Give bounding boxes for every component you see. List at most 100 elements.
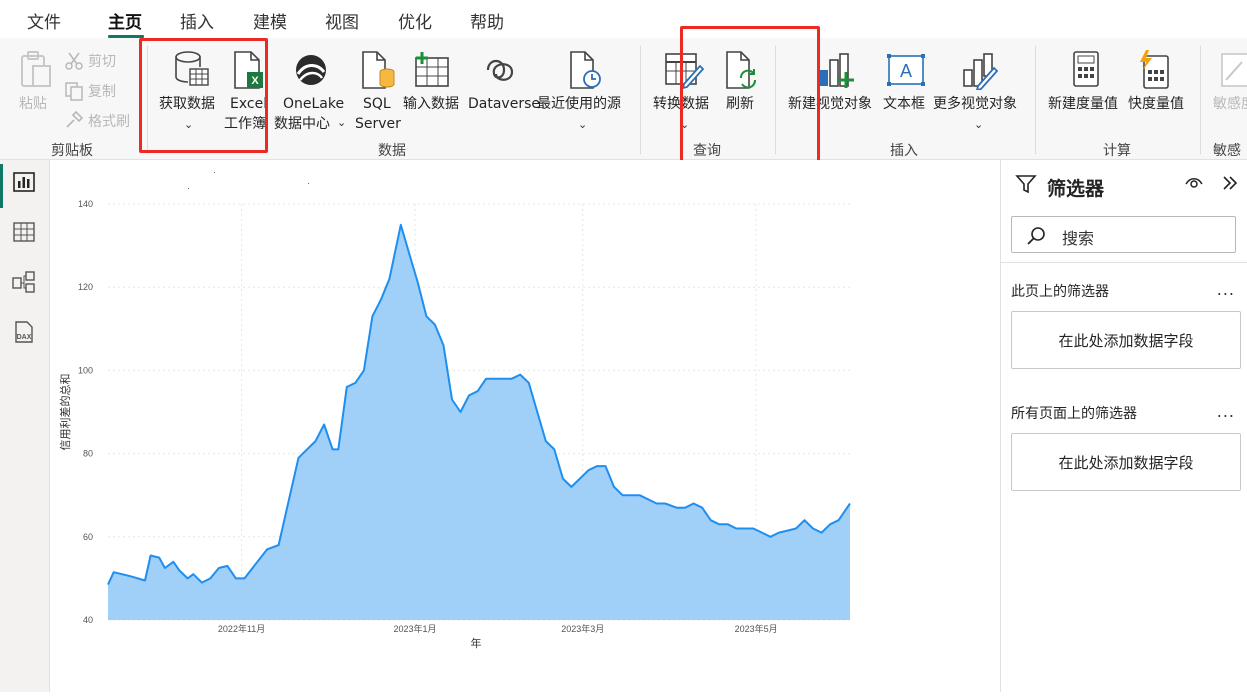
- ribbon: 粘贴 剪切 复制 格式刷 剪贴板 获取数据 ⌄: [0, 26, 1247, 179]
- more-visuals-label: 更多视觉对象: [933, 96, 1017, 112]
- view-switcher-rail: DAX: [0, 160, 50, 692]
- ribbon-separator: [775, 46, 776, 154]
- onelake-icon: [296, 55, 326, 85]
- menu-optimize[interactable]: 优化: [398, 13, 432, 33]
- transform-data-icon: [665, 53, 704, 90]
- search-placeholder: 搜索: [1062, 229, 1095, 248]
- new-visual-label: 新建视觉对象: [788, 96, 872, 112]
- text-box-label: 文本框: [883, 96, 925, 112]
- report-view-icon[interactable]: [12, 170, 36, 194]
- y-tick-label: 60: [83, 532, 93, 542]
- y-tick-label: 80: [83, 449, 93, 459]
- refresh-label: 刷新: [726, 96, 754, 112]
- format-painter-icon: [66, 110, 84, 128]
- this-page-more-options[interactable]: ...: [1216, 280, 1235, 299]
- sql-server-icon: [362, 51, 395, 89]
- chevron-down-icon: ⌄: [680, 118, 690, 131]
- y-tick-label: 40: [83, 615, 93, 625]
- filter-icon: [1015, 175, 1037, 194]
- model-view-icon[interactable]: [12, 270, 36, 294]
- ribbon-separator: [147, 46, 148, 154]
- excel-label-2: 工作簿: [224, 116, 266, 132]
- enter-data-label: 输入数据: [403, 96, 459, 112]
- chevron-down-icon: ⌄: [337, 116, 347, 129]
- area-line: [107, 223, 851, 586]
- dataverse-icon: [486, 59, 514, 81]
- text-box-icon: A: [887, 54, 925, 86]
- copy-label: 复制: [88, 84, 116, 100]
- database-table-icon: [175, 51, 209, 86]
- onelake-label-1: OneLake: [283, 96, 345, 112]
- chevron-down-icon: ⌄: [184, 118, 194, 131]
- sql-label-2: Server: [355, 116, 401, 132]
- area-fill: [108, 224, 850, 621]
- excel-label-1: Excel: [230, 96, 268, 112]
- transform-data-label: 转换数据: [653, 96, 709, 112]
- quick-measure-label: 快度量值: [1128, 96, 1184, 112]
- scissors-icon: [65, 52, 83, 70]
- active-view-indicator: [0, 164, 3, 208]
- collapse-pane-icon[interactable]: [1221, 174, 1239, 192]
- table-plus-icon: [415, 52, 449, 87]
- ribbon-separator: [1200, 46, 1201, 154]
- table-view-icon[interactable]: [12, 220, 36, 244]
- refresh-icon: [726, 51, 756, 89]
- new-visual-icon: [820, 53, 854, 88]
- drop-zone-label: 在此处添加数据字段: [1058, 331, 1194, 350]
- chart-title-fragments: [188, 172, 309, 189]
- drop-zone-label: 在此处添加数据字段: [1058, 453, 1194, 472]
- eye-icon[interactable]: [1184, 175, 1204, 191]
- x-tick-label: 2023年3月: [561, 623, 604, 634]
- clipboard-group-label: 剪贴板: [51, 143, 93, 159]
- get-data-label: 获取数据: [159, 96, 215, 112]
- svg-text:DAX: DAX: [17, 334, 32, 341]
- x-tick-label: 2023年5月: [735, 623, 778, 634]
- this-page-drop-zone[interactable]: 在此处添加数据字段: [1011, 311, 1241, 369]
- paste-label: 粘贴: [19, 96, 47, 112]
- svg-text:X: X: [251, 75, 259, 87]
- area-chart[interactable]: 40 60 80 100 120 140 2022年11月 2023年1月 2023年3月 20…: [50, 160, 1000, 692]
- format-painter-label: 格式刷: [88, 114, 130, 130]
- sensitivity-icon: [1221, 53, 1247, 87]
- sql-label-1: SQL: [363, 96, 391, 112]
- chevron-down-icon: ⌄: [578, 118, 588, 131]
- menu-modeling[interactable]: 建模: [253, 13, 287, 33]
- all-pages-filters-heading: 所有页面上的筛选器: [1011, 406, 1137, 422]
- all-pages-more-options[interactable]: ...: [1216, 402, 1235, 421]
- calculator-icon: [1073, 51, 1099, 87]
- all-pages-drop-zone[interactable]: 在此处添加数据字段: [1011, 433, 1241, 491]
- dataverse-label: Dataverse: [468, 96, 540, 112]
- cut-label: 剪切: [88, 54, 116, 70]
- y-tick-label: 100: [78, 365, 93, 375]
- filters-title: 筛选器: [1047, 178, 1105, 200]
- report-canvas: 40 60 80 100 120 140 2022年11月 2023年1月 2023年3月 20…: [50, 160, 1000, 692]
- search-icon: [1027, 227, 1045, 245]
- menu-home[interactable]: 主页: [108, 13, 142, 33]
- y-axis-label: 信用利差的总和: [58, 374, 72, 451]
- calculations-group-label: 计算: [1103, 143, 1131, 159]
- menu-insert[interactable]: 插入: [180, 13, 214, 33]
- copy-icon: [65, 82, 83, 101]
- quick-measure-icon: [1140, 50, 1169, 89]
- onelake-label-2: 数据中心: [274, 116, 330, 132]
- filters-divider: [1001, 262, 1247, 263]
- x-tick-label: 2022年11月: [218, 623, 265, 634]
- filters-pane: 筛选器 搜索 此页上的筛选器 ... 在此处添加数据字段 所有页面上的筛选器 .…: [1000, 160, 1247, 692]
- excel-icon: X: [234, 51, 263, 89]
- menu-view[interactable]: 视图: [325, 13, 359, 33]
- ribbon-separator: [1035, 46, 1036, 154]
- menu-file[interactable]: 文件: [27, 13, 61, 33]
- x-tick-label: 2023年1月: [394, 623, 437, 634]
- x-axis-label: 年: [471, 636, 482, 650]
- recent-sources-label: 最近使用的源: [537, 96, 621, 112]
- dax-query-view-icon[interactable]: DAX: [12, 320, 36, 344]
- y-tick-label: 140: [78, 199, 93, 209]
- active-tab-underline: [108, 35, 144, 38]
- ribbon-separator: [640, 46, 641, 154]
- queries-group-label: 查询: [693, 143, 721, 159]
- filter-search-input[interactable]: 搜索: [1011, 216, 1236, 253]
- more-visuals-icon: [963, 53, 999, 90]
- y-tick-label: 120: [78, 282, 93, 292]
- menu-help[interactable]: 帮助: [470, 13, 504, 33]
- paste-icon: [21, 51, 51, 87]
